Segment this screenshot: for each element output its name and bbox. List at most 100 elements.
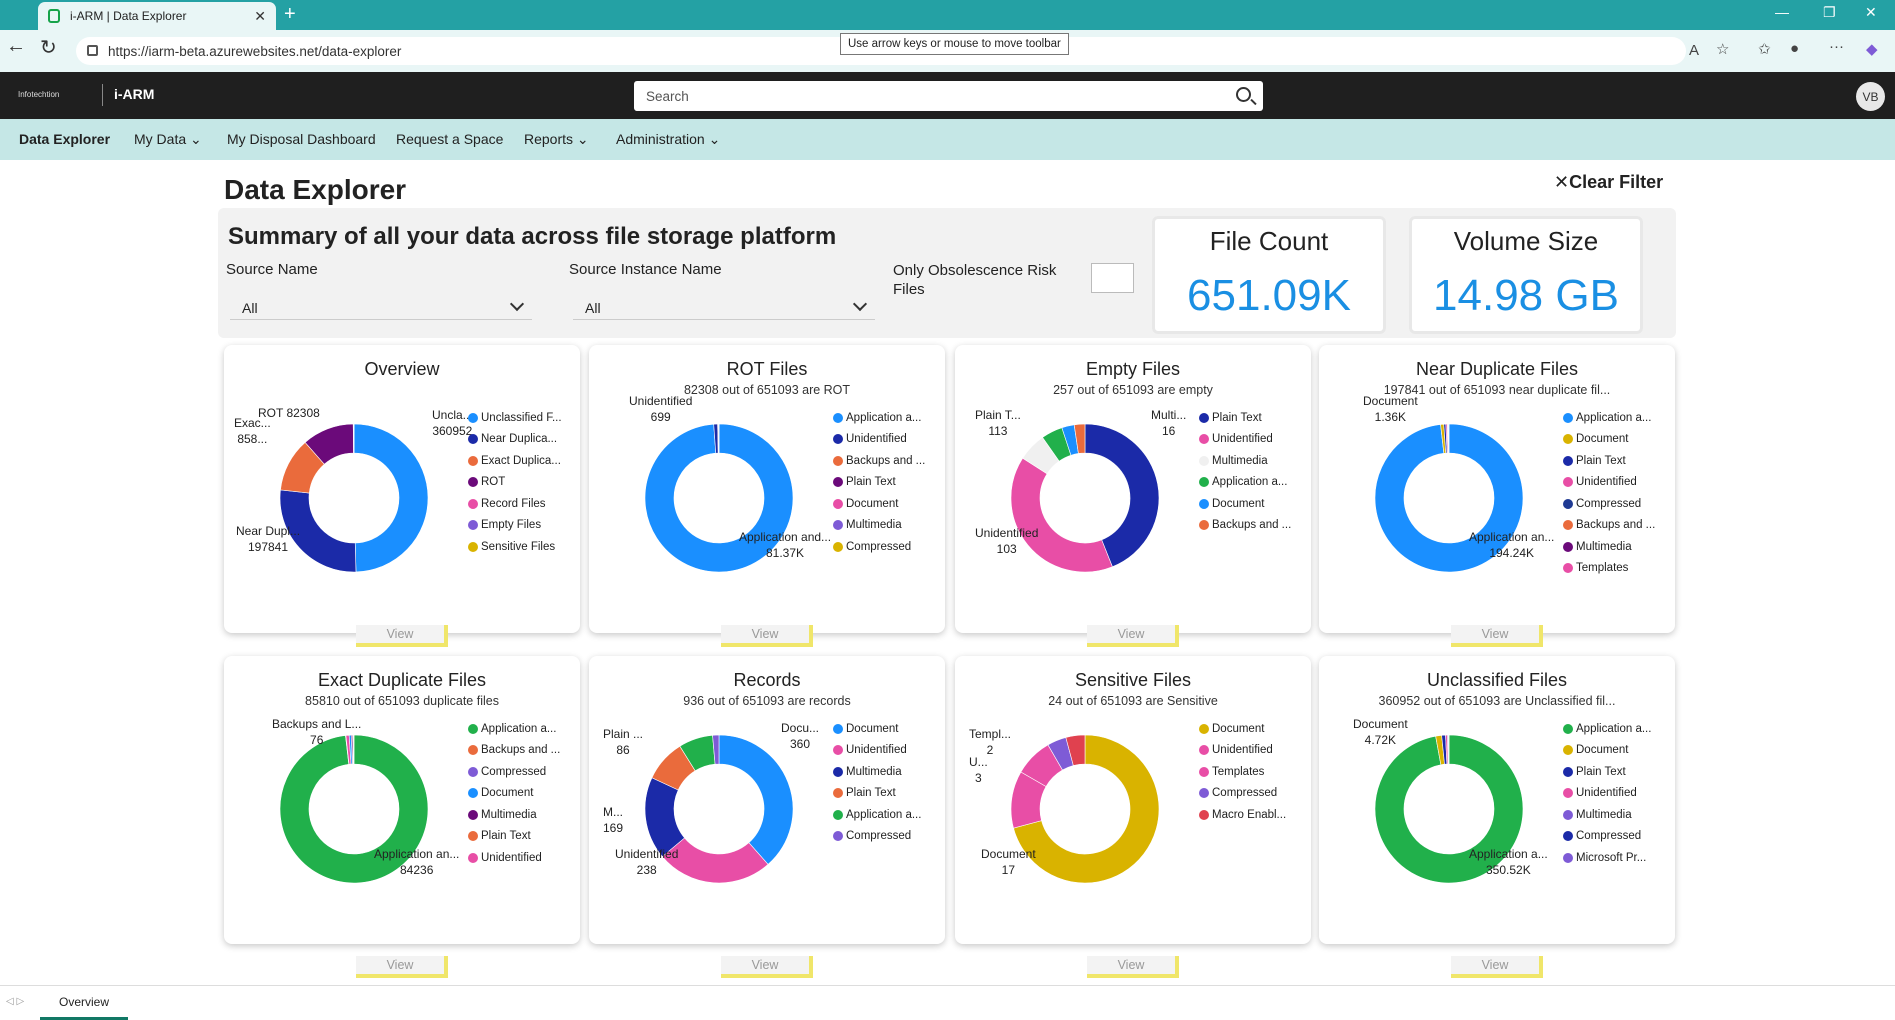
- view-button[interactable]: View: [1087, 625, 1179, 647]
- data-label: Plain ... 86: [603, 726, 643, 758]
- legend-item[interactable]: Compressed: [833, 826, 921, 848]
- close-window-icon[interactable]: ✕: [1865, 4, 1877, 21]
- legend-item[interactable]: Document: [1199, 493, 1291, 515]
- legend-item[interactable]: Multimedia: [1563, 804, 1651, 826]
- legend-item[interactable]: Microsoft Pr...: [1563, 847, 1651, 869]
- view-button[interactable]: View: [1451, 625, 1543, 647]
- search-icon[interactable]: [1236, 87, 1251, 102]
- legend-item[interactable]: Backups and ...: [1563, 515, 1655, 537]
- legend-item[interactable]: Plain Text: [1563, 761, 1651, 783]
- legend-item[interactable]: Multimedia: [833, 515, 925, 537]
- legend-item[interactable]: Document: [833, 493, 925, 515]
- legend-item[interactable]: Document: [1563, 429, 1655, 451]
- legend-item[interactable]: Compressed: [1563, 493, 1655, 515]
- legend-item[interactable]: Sensitive Files: [468, 536, 562, 558]
- new-tab-icon[interactable]: +: [284, 3, 296, 26]
- source-instance-value: All: [585, 300, 601, 316]
- view-button[interactable]: View: [1087, 956, 1179, 978]
- legend-item[interactable]: Templates: [1563, 558, 1655, 580]
- profile-icon[interactable]: ●: [1790, 40, 1799, 57]
- refresh-icon[interactable]: ↻: [40, 35, 57, 60]
- copilot-icon[interactable]: ◆: [1866, 40, 1878, 58]
- menu-my-disposal-dashboard[interactable]: My Disposal Dashboard: [227, 131, 376, 147]
- browser-tab[interactable]: i-ARM | Data Explorer ✕: [38, 2, 276, 30]
- legend-item[interactable]: Multimedia: [833, 761, 921, 783]
- clear-filter-button[interactable]: ✕Clear Filter: [1554, 172, 1663, 193]
- legend-item[interactable]: Compressed: [468, 761, 560, 783]
- legend-item[interactable]: Plain Text: [1199, 407, 1291, 429]
- view-button[interactable]: View: [1451, 956, 1543, 978]
- view-button[interactable]: View: [356, 956, 448, 978]
- view-button[interactable]: View: [356, 625, 448, 647]
- legend-item[interactable]: Record Files: [468, 493, 562, 515]
- minimize-icon[interactable]: —: [1775, 4, 1789, 20]
- legend-item[interactable]: Unidentified: [833, 740, 921, 762]
- restore-icon[interactable]: ❐: [1823, 4, 1836, 21]
- legend-item[interactable]: Document: [833, 718, 921, 740]
- obsolescence-checkbox[interactable]: [1091, 263, 1134, 293]
- legend-item[interactable]: Document: [1563, 740, 1651, 762]
- legend-item[interactable]: Unidentified: [1563, 783, 1651, 805]
- legend-label: Multimedia: [1576, 809, 1632, 821]
- read-aloud-icon[interactable]: A: [1689, 42, 1699, 59]
- legend-item[interactable]: Application a...: [833, 804, 921, 826]
- legend-item[interactable]: Macro Enabl...: [1199, 804, 1286, 826]
- search-input[interactable]: Search: [634, 81, 1263, 111]
- legend-item[interactable]: Plain Text: [833, 783, 921, 805]
- legend-item[interactable]: Near Duplica...: [468, 429, 562, 451]
- legend-item[interactable]: Unidentified: [468, 847, 560, 869]
- legend-item[interactable]: Unidentified: [1199, 740, 1286, 762]
- legend-item[interactable]: Backups and ...: [1199, 515, 1291, 537]
- legend-item[interactable]: Plain Text: [833, 472, 925, 494]
- menu-reports[interactable]: Reports ⌄: [524, 131, 589, 148]
- close-tab-icon[interactable]: ✕: [254, 8, 266, 25]
- legend-item[interactable]: Compressed: [1199, 783, 1286, 805]
- legend-item[interactable]: Multimedia: [1199, 450, 1291, 472]
- donut-slice-0[interactable]: [719, 735, 793, 864]
- legend-item[interactable]: Document: [468, 783, 560, 805]
- legend-item[interactable]: ROT: [468, 472, 562, 494]
- legend-item[interactable]: Compressed: [833, 536, 925, 558]
- back-icon[interactable]: ←: [6, 35, 26, 58]
- legend-item[interactable]: Backups and ...: [468, 740, 560, 762]
- view-button[interactable]: View: [721, 625, 813, 647]
- legend-item[interactable]: Unidentified: [833, 429, 925, 451]
- legend-item[interactable]: Exact Duplica...: [468, 450, 562, 472]
- legend-item[interactable]: Unidentified: [1563, 472, 1655, 494]
- source-name-dropdown[interactable]: All: [230, 290, 532, 320]
- legend-item[interactable]: Document: [1199, 718, 1286, 740]
- chart-subtitle: 85810 out of 651093 duplicate files: [224, 694, 580, 708]
- legend-item[interactable]: Application a...: [468, 718, 560, 740]
- more-icon[interactable]: ···: [1829, 38, 1844, 55]
- legend-item[interactable]: Application a...: [833, 407, 925, 429]
- legend-item[interactable]: Application a...: [1199, 472, 1291, 494]
- legend-item[interactable]: Unidentified: [1199, 429, 1291, 451]
- legend-item[interactable]: Plain Text: [468, 826, 560, 848]
- chart-title: Unclassified Files: [1319, 670, 1675, 691]
- legend-item[interactable]: Templates: [1199, 761, 1286, 783]
- menu-my-data[interactable]: My Data ⌄: [134, 131, 202, 148]
- source-instance-dropdown[interactable]: All: [573, 290, 875, 320]
- legend-item[interactable]: Multimedia: [468, 804, 560, 826]
- page-tab-overview[interactable]: Overview: [40, 986, 128, 1020]
- page-nav-arrows-icon[interactable]: ◁ ▷: [6, 996, 24, 1007]
- avatar[interactable]: VB: [1856, 82, 1885, 111]
- data-label: Near Dupl... 197841: [236, 523, 300, 555]
- legend-item[interactable]: Plain Text: [1563, 450, 1655, 472]
- legend-item[interactable]: Compressed: [1563, 826, 1651, 848]
- legend-item[interactable]: Empty Files: [468, 515, 562, 537]
- donut-slice-0[interactable]: [354, 424, 428, 572]
- legend-item[interactable]: Application a...: [1563, 718, 1651, 740]
- legend-dot-icon: [833, 831, 843, 841]
- menu-data-explorer[interactable]: Data Explorer: [19, 131, 110, 147]
- menu-administration[interactable]: Administration ⌄: [616, 131, 720, 148]
- legend-item[interactable]: Multimedia: [1563, 536, 1655, 558]
- legend-item[interactable]: Unclassified F...: [468, 407, 562, 429]
- favorite-star-icon[interactable]: ☆: [1716, 40, 1729, 58]
- legend-item[interactable]: Application a...: [1563, 407, 1655, 429]
- legend-item[interactable]: Backups and ...: [833, 450, 925, 472]
- favorites-icon[interactable]: ✩: [1758, 40, 1771, 58]
- view-button[interactable]: View: [721, 956, 813, 978]
- menu-request-a-space[interactable]: Request a Space: [396, 131, 503, 147]
